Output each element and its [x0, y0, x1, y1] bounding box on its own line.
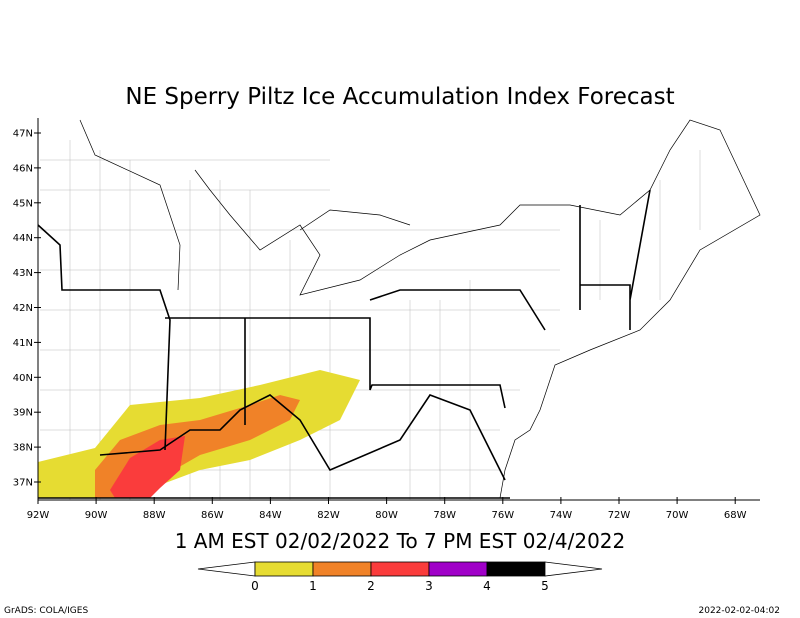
lat-label: 47N [13, 129, 33, 140]
lat-label: 40N [13, 373, 33, 384]
ice-shading [38, 370, 360, 498]
longitude-labels: 92W 90W 88W 86W 84W 82W 80W 78W 76W 74W 72W 70W 68W [27, 497, 747, 521]
lon-label: 80W [375, 510, 398, 521]
lat-label: 44N [13, 233, 33, 244]
colorbar: 0 1 2 3 4 5 [197, 561, 603, 593]
lat-label: 43N [13, 268, 33, 279]
colorbar-label: 1 [309, 579, 317, 593]
latitude-labels: 47N 46N 45N 44N 43N 42N 41N 40N 39N 38N 37N [13, 129, 41, 489]
colorbar-label: 3 [425, 579, 433, 593]
colorbar-high-end [544, 561, 603, 577]
footer-right: 2022-02-02-04:02 [699, 606, 781, 616]
lon-label: 72W [608, 510, 631, 521]
lon-label: 88W [143, 510, 166, 521]
colorbar-label: 5 [541, 579, 549, 593]
state-borders [37, 189, 651, 499]
colorbar-label: 2 [367, 579, 375, 593]
lon-label: 68W [724, 510, 747, 521]
lon-label: 70W [666, 510, 689, 521]
lon-label: 90W [85, 510, 108, 521]
map [37, 118, 761, 501]
lon-label: 74W [550, 510, 573, 521]
map-subtitle: 1 AM EST 02/02/2022 To 7 PM EST 02/4/202… [175, 529, 626, 553]
colorbar-segment [428, 561, 488, 577]
footer-left: GrADS: COLA/IGES [4, 606, 88, 616]
coastline [79, 119, 761, 499]
lat-label: 41N [13, 338, 33, 349]
lon-label: 76W [491, 510, 514, 521]
lon-label: 84W [259, 510, 282, 521]
lon-label: 86W [201, 510, 224, 521]
lat-label: 39N [13, 408, 33, 419]
lon-label: 92W [27, 510, 50, 521]
lon-label: 78W [433, 510, 456, 521]
lat-label: 46N [13, 163, 33, 174]
lon-label: 82W [317, 510, 340, 521]
colorbar-segment [312, 561, 372, 577]
map-title: NE Sperry Piltz Ice Accumulation Index F… [125, 84, 674, 110]
colorbar-segment [254, 561, 314, 577]
colorbar-segment [370, 561, 430, 577]
colorbar-label: 4 [483, 579, 491, 593]
colorbar-segment [486, 561, 546, 577]
lat-label: 45N [13, 198, 33, 209]
lat-label: 42N [13, 303, 33, 314]
lat-label: 38N [13, 443, 33, 454]
lat-label: 37N [13, 478, 33, 489]
colorbar-low-end [197, 561, 256, 577]
colorbar-label: 0 [251, 579, 259, 593]
